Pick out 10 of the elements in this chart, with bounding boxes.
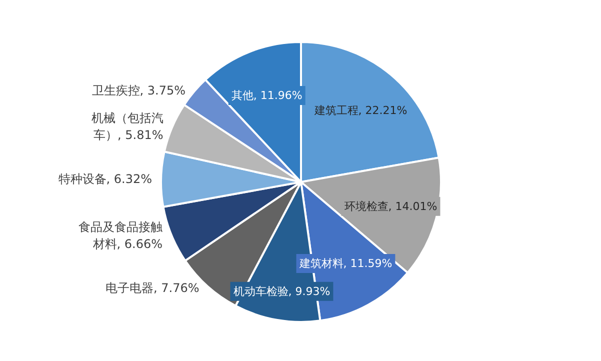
slice-label: 食品及食品接触材料, 6.66% [78,220,163,252]
slice-label: 卫生疾控, 3.75% [92,83,186,98]
slice-label: 机械（包括汽车）, 5.81% [91,111,164,142]
slice-label: 建筑材料, 11.59% [298,257,392,270]
slice-label: 机动车检验, 9.93% [233,284,330,298]
slice-label: 建筑工程, 22.21% [313,104,408,118]
slice-label: 其他, 11.96% [231,88,302,102]
slice-label: 环境检查, 14.01% [344,200,438,213]
slice-label: 电子电器, 7.76% [106,280,200,295]
slice-label: 特种设备, 6.32% [58,172,152,186]
